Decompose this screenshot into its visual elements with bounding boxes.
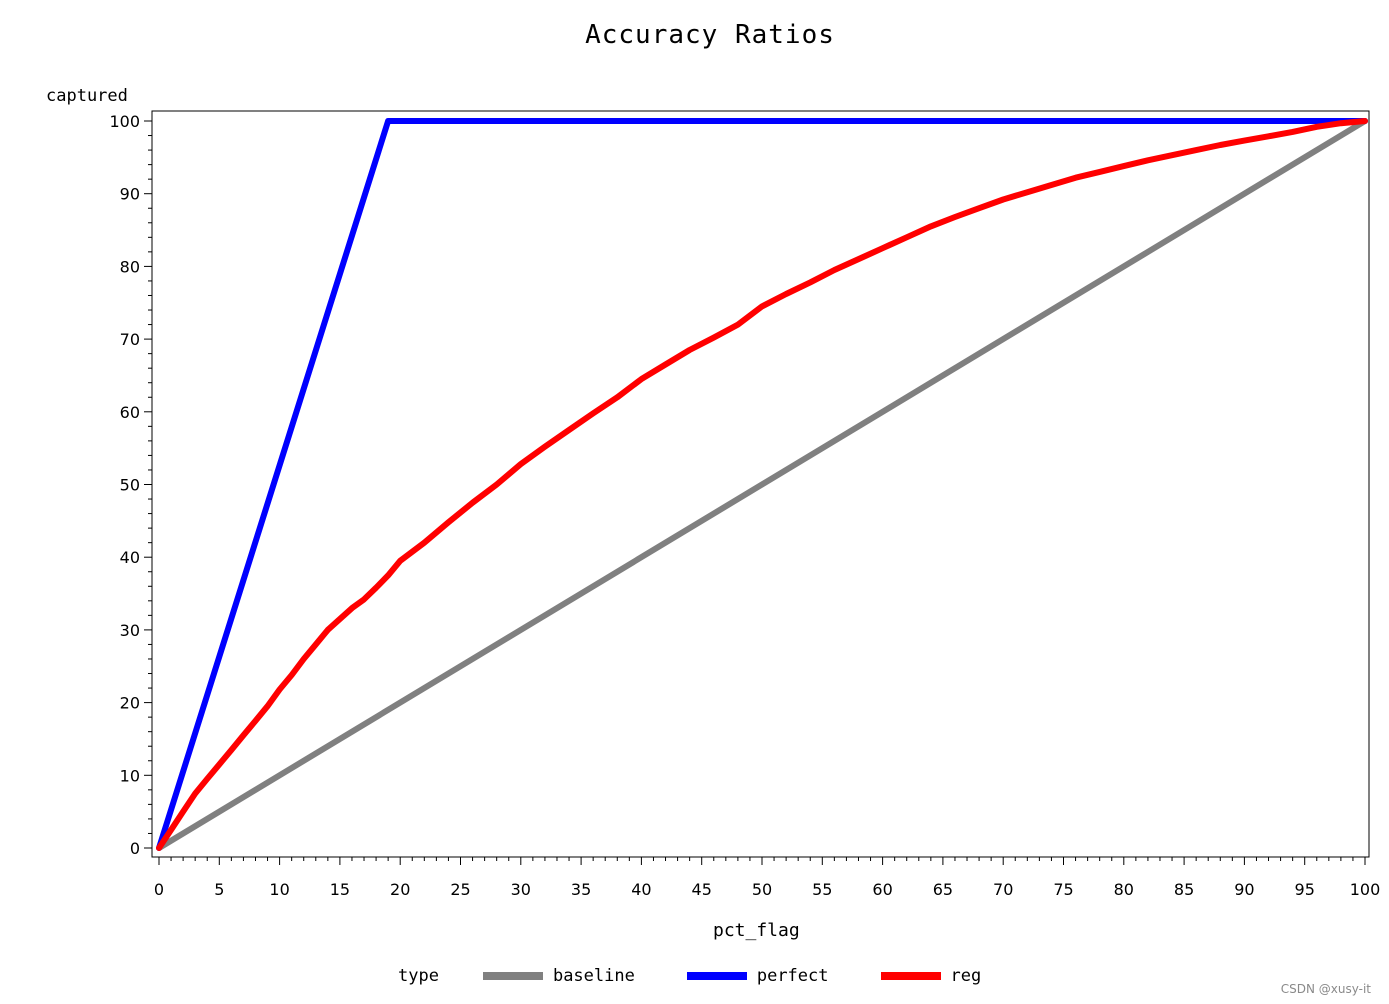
x-tick-label: 65 <box>933 880 953 899</box>
x-tick-label: 70 <box>993 880 1013 899</box>
x-tick-label: 50 <box>752 880 772 899</box>
legend-swatch-reg <box>880 972 941 980</box>
x-tick-label: 10 <box>269 880 289 899</box>
x-tick-label: 45 <box>692 880 712 899</box>
watermark: CSDN @xusy-it <box>1280 982 1371 996</box>
x-tick-label: 15 <box>330 880 350 899</box>
x-tick-label: 35 <box>571 880 591 899</box>
legend-label-reg: reg <box>950 966 982 986</box>
y-tick-label: 30 <box>120 621 140 640</box>
y-tick-label: 50 <box>120 476 140 495</box>
chart-title: Accuracy Ratios <box>585 20 835 50</box>
legend-label-baseline: baseline <box>552 966 635 986</box>
y-axis-label: captured <box>46 86 128 106</box>
x-tick-label: 55 <box>812 880 832 899</box>
x-axis-label: pct_flag <box>713 920 800 941</box>
legend: type baseline perfect reg <box>398 964 1033 988</box>
x-tick-label: 75 <box>1053 880 1073 899</box>
y-tick-label: 90 <box>120 185 140 204</box>
x-tick-label: 80 <box>1114 880 1134 899</box>
x-tick-label: 60 <box>872 880 892 899</box>
series-line-baseline <box>156 118 1368 851</box>
x-tick-label: 5 <box>214 880 224 899</box>
series-line-reg <box>156 118 1368 851</box>
legend-label-perfect: perfect <box>756 966 829 986</box>
legend-item-perfect: perfect <box>686 966 829 986</box>
y-tick-label: 10 <box>120 766 140 785</box>
series-layer <box>156 118 1368 851</box>
x-tick-label: 90 <box>1234 880 1254 899</box>
x-tick-label: 30 <box>511 880 531 899</box>
x-tick-label: 100 <box>1350 880 1381 899</box>
x-tick-label: 40 <box>631 880 651 899</box>
y-tick-label: 40 <box>120 548 140 567</box>
legend-title: type <box>398 966 439 986</box>
y-tick-label: 20 <box>120 694 140 713</box>
legend-item-baseline: baseline <box>482 966 635 986</box>
x-tick-label: 85 <box>1174 880 1194 899</box>
series-line-perfect <box>156 118 1368 851</box>
y-tick-label: 70 <box>120 330 140 349</box>
legend-swatch-perfect <box>686 972 747 980</box>
x-tick-label: 20 <box>390 880 410 899</box>
y-tick-label: 0 <box>130 839 140 858</box>
legend-swatch-baseline <box>482 972 543 980</box>
y-tick-label: 100 <box>109 112 140 131</box>
x-tick-label: 25 <box>450 880 470 899</box>
legend-item-reg: reg <box>880 966 982 986</box>
axes-layer: 0 5 10 15 20 25 30 35 40 45 50 55 60 65 70 75 80 85 90 95 10… <box>109 110 1381 899</box>
y-tick-label: 80 <box>120 257 140 276</box>
x-tick-label: 0 <box>154 880 164 899</box>
y-tick-label: 60 <box>120 403 140 422</box>
x-tick-label: 95 <box>1295 880 1315 899</box>
